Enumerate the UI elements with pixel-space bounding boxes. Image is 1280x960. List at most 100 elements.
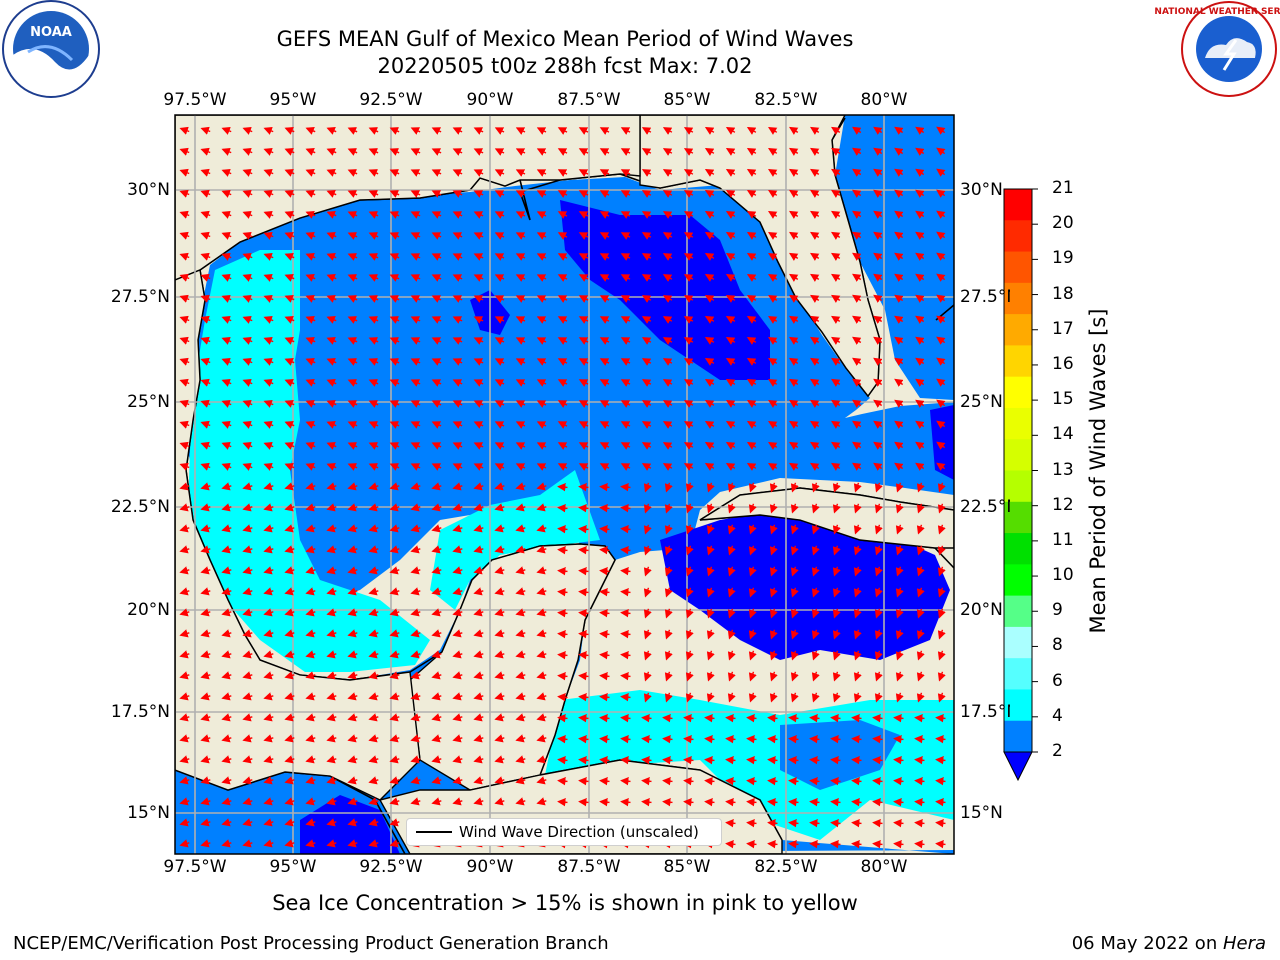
wave-arrow — [852, 252, 862, 261]
wave-arrow — [620, 630, 631, 639]
wave-arrow — [643, 692, 652, 703]
wave-arrow — [683, 148, 694, 156]
wave-arrow — [389, 692, 400, 701]
wave-arrow — [473, 482, 484, 491]
wave-arrow — [620, 316, 631, 324]
wave-arrow — [935, 840, 946, 849]
wave-arrow — [769, 608, 778, 619]
wave-arrow — [704, 168, 715, 177]
wave-arrow — [326, 463, 337, 471]
wave-arrow — [873, 252, 883, 261]
wave-arrow — [853, 692, 862, 703]
wave-arrow — [368, 692, 379, 701]
wave-arrow — [242, 126, 253, 135]
colorbar-segment — [1004, 345, 1032, 378]
wave-arrow — [242, 629, 253, 638]
wave-arrow — [810, 189, 820, 198]
map-area — [175, 115, 954, 854]
wave-arrow — [284, 442, 295, 450]
wave-arrow — [789, 399, 799, 408]
wave-arrow — [810, 441, 820, 450]
wave-arrow — [620, 190, 631, 198]
wave-arrow — [410, 358, 421, 366]
nws-logo-text: NATIONAL WEATHER SERVICE — [1154, 7, 1280, 17]
wave-arrow — [410, 524, 421, 533]
wave-arrow — [410, 253, 421, 261]
wave-arrow — [515, 524, 526, 533]
wave-arrow — [179, 168, 190, 177]
wave-arrow — [263, 545, 274, 554]
wave-arrow — [494, 482, 505, 491]
wave-arrow — [935, 798, 946, 807]
wave-arrow — [874, 545, 883, 556]
wave-arrow — [557, 379, 568, 387]
cuba-land — [699, 487, 954, 549]
wave-arrow — [221, 399, 232, 408]
wave-arrow — [725, 735, 736, 744]
wave-arrow — [599, 567, 610, 576]
wave-arrow — [769, 671, 778, 682]
wave-arrow — [895, 503, 904, 514]
colorbar-tick-label: 11 — [1052, 529, 1074, 550]
wave-arrow — [599, 672, 610, 681]
wave-arrow — [452, 442, 463, 450]
wave-arrow — [599, 274, 610, 282]
wave-arrow — [664, 524, 673, 535]
wave-arrow — [536, 127, 547, 135]
wave-arrow — [242, 482, 253, 491]
wave-arrow — [746, 378, 757, 387]
wave-arrow — [326, 421, 337, 429]
wave-arrow — [894, 252, 904, 261]
wave-arrow — [200, 147, 211, 156]
wave-arrow — [473, 232, 484, 240]
wave-arrow — [431, 503, 442, 512]
wave-arrow — [515, 295, 526, 303]
wave-arrow — [557, 211, 568, 219]
wave-arrow — [221, 462, 232, 471]
wave-arrow — [620, 253, 631, 261]
wave-arrow — [683, 169, 694, 177]
wave-arrow — [936, 252, 946, 261]
wave-arrow — [914, 756, 925, 765]
wave-arrow — [937, 650, 946, 661]
wave-arrow — [915, 294, 925, 303]
wave-arrow — [347, 482, 358, 491]
wave-arrow — [831, 252, 841, 261]
wave-arrow — [768, 147, 778, 156]
wave-arrow — [200, 168, 211, 177]
wave-arrow — [431, 545, 442, 554]
wave-arrow — [557, 483, 568, 492]
wave-arrow — [725, 378, 736, 387]
wave-arrow — [200, 566, 211, 575]
wave-arrow — [452, 358, 463, 366]
wave-arrow — [874, 587, 883, 598]
wave-arrow — [410, 503, 421, 512]
wave-arrow — [326, 442, 337, 450]
wave-arrow — [389, 608, 400, 617]
wave-arrow — [746, 168, 757, 177]
wave-arrow — [410, 295, 421, 303]
wave-arrow — [641, 190, 652, 198]
wave-arrow — [305, 421, 316, 429]
wave-arrow — [536, 421, 547, 429]
wave-arrow — [515, 463, 526, 471]
wave-arrow — [515, 190, 526, 198]
wave-arrow — [326, 274, 337, 282]
wave-arrow — [873, 273, 883, 282]
lat-label-left-27.5n: 27.5°N — [110, 287, 170, 307]
wave-arrow — [599, 295, 610, 303]
wave-arrow — [852, 378, 862, 387]
wave-arrow — [704, 441, 715, 450]
wave-arrow — [242, 566, 253, 575]
wave-arrow — [664, 545, 673, 556]
wave-arrow — [893, 714, 904, 723]
wave-arrow — [536, 671, 547, 680]
wave-arrow — [727, 692, 736, 703]
wave-arrow — [368, 127, 379, 135]
wave-arrow — [643, 545, 652, 556]
wave-arrow — [706, 692, 715, 703]
lon-label-bottom-95w: 95°W — [269, 857, 317, 877]
wave-arrow — [305, 295, 316, 303]
wave-arrow — [683, 316, 694, 324]
wave-arrow — [936, 294, 946, 303]
